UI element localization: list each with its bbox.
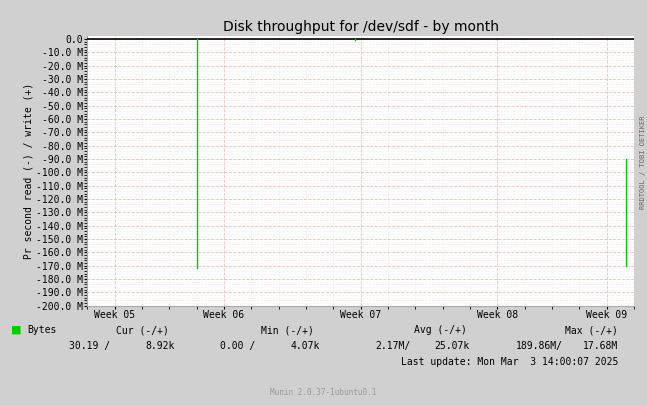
Text: 25.07k: 25.07k xyxy=(434,341,469,351)
Text: 4.07k: 4.07k xyxy=(291,341,320,351)
Text: Avg (-/+): Avg (-/+) xyxy=(413,325,466,335)
Text: Munin 2.0.37-1ubuntu0.1: Munin 2.0.37-1ubuntu0.1 xyxy=(270,388,377,397)
Text: Cur (-/+): Cur (-/+) xyxy=(116,325,169,335)
Text: 2.17M/: 2.17M/ xyxy=(376,341,411,351)
Text: ■: ■ xyxy=(11,325,21,335)
Text: 189.86M/: 189.86M/ xyxy=(516,341,563,351)
Title: Disk throughput for /dev/sdf - by month: Disk throughput for /dev/sdf - by month xyxy=(223,20,499,34)
Text: RRDTOOL / TOBI OETIKER: RRDTOOL / TOBI OETIKER xyxy=(640,115,646,209)
Text: 17.68M: 17.68M xyxy=(583,341,618,351)
Text: 30.19 /: 30.19 / xyxy=(69,341,110,351)
Text: Bytes: Bytes xyxy=(27,325,56,335)
Text: Max (-/+): Max (-/+) xyxy=(565,325,618,335)
Text: 8.92k: 8.92k xyxy=(146,341,175,351)
Text: Min (-/+): Min (-/+) xyxy=(261,325,314,335)
Text: 0.00 /: 0.00 / xyxy=(221,341,256,351)
Text: Last update: Mon Mar  3 14:00:07 2025: Last update: Mon Mar 3 14:00:07 2025 xyxy=(400,358,618,367)
Y-axis label: Pr second read (-) / write (+): Pr second read (-) / write (+) xyxy=(23,83,34,259)
